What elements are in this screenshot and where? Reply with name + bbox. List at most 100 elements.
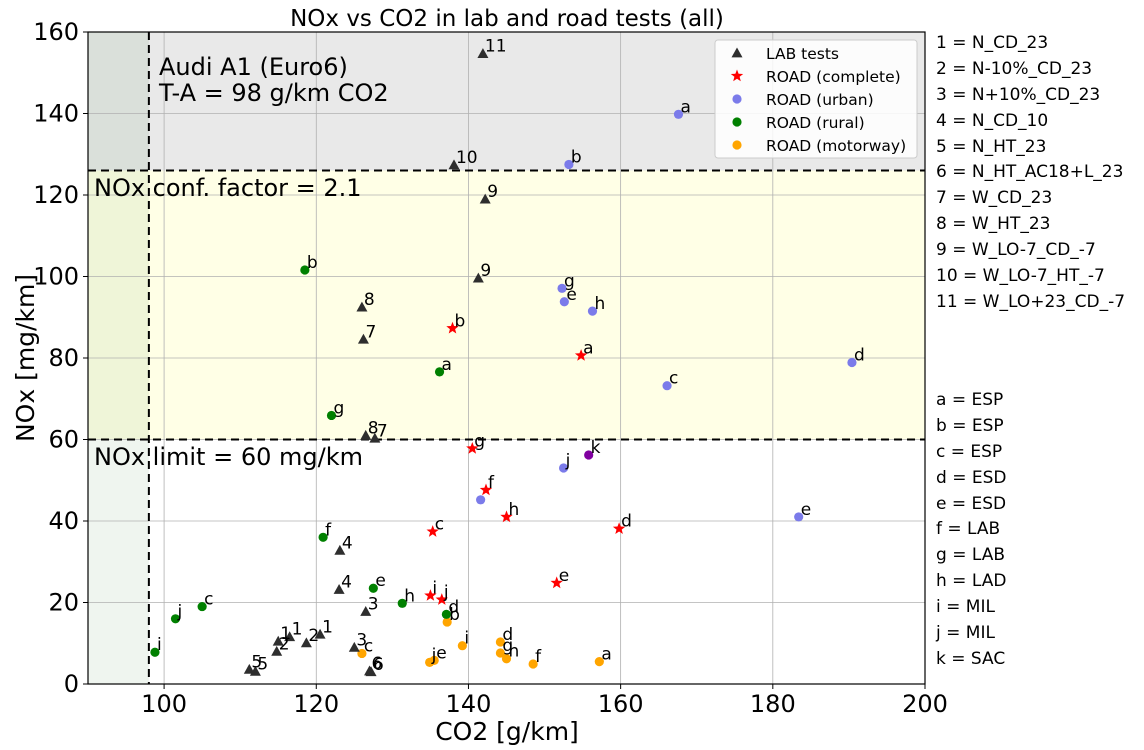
road-rural-point-label: j: [177, 602, 183, 622]
lab-tests-point-label: 1: [292, 620, 303, 640]
road-motorway-point: [495, 648, 506, 658]
legend-entry-label: ROAD (motorway): [766, 137, 906, 155]
road-rural-point: [434, 367, 445, 377]
route-code-item: a = ESP: [936, 390, 1004, 410]
lab-tests-point-label: 3: [368, 594, 379, 614]
x-tick-label: 100: [141, 690, 187, 718]
route-code-item: d = ESD: [936, 467, 1007, 488]
road-urban-point-label: h: [594, 294, 605, 314]
road-urban-point-label: e: [801, 500, 811, 520]
road-complete-point-label: b: [454, 311, 465, 331]
threshold-lines: [88, 32, 925, 684]
road-motorway-point: [429, 655, 439, 665]
legend-box: [714, 39, 918, 159]
road-rural-point: [150, 647, 160, 657]
y-axis-label: NOx [mg/km]: [11, 274, 40, 442]
lab-tests-point-label: 9: [487, 182, 498, 202]
lab-tests-point: [477, 48, 489, 58]
x-tick-label: 200: [902, 690, 948, 718]
vehicle-annotation-line1: Audi A1 (Euro6): [159, 53, 348, 81]
lab-tests-point-label: 1: [280, 624, 291, 644]
road-motorway-point: [528, 659, 538, 669]
road-urban-point-label: k: [591, 438, 601, 458]
road-complete-point: [466, 442, 479, 454]
conformity-factor-label: NOx conf. factor = 2.1: [94, 174, 362, 202]
route-code-item: h = LAD: [936, 571, 1007, 592]
test-code-item: 3 = N+10%_CD_23: [936, 84, 1101, 105]
road-motorway-point-label: f: [535, 647, 542, 667]
legend-marker: [731, 47, 743, 58]
road-rural-point-label: e: [375, 571, 385, 591]
x-tick-label: 140: [446, 690, 492, 718]
legend-entry-label: ROAD (urban): [766, 91, 874, 109]
legend-entry-label: ROAD (complete): [766, 68, 901, 86]
lab-tests-point: [357, 333, 369, 344]
road-urban-point: [794, 512, 804, 522]
road-urban-point: [587, 306, 598, 316]
road-rural-point: [197, 601, 207, 612]
lab-tests-point-label: 2: [308, 626, 319, 646]
road-complete-point: [446, 321, 459, 334]
road-motorway-point: [501, 654, 512, 664]
road-complete-point: [612, 522, 626, 534]
x-tick-label: 120: [293, 690, 339, 718]
road-rural-point: [300, 265, 310, 275]
nox-limit-label: NOx limit = 60 mg/km: [94, 443, 363, 471]
lab-tests-point-label: 2: [279, 634, 290, 654]
lab-tests-point-label: 6: [372, 654, 383, 674]
road-complete-point: [424, 589, 437, 601]
road-complete-point: [426, 525, 439, 537]
road-rural-point: [318, 532, 328, 542]
legend: LAB tests ROAD (complete) ROAD (urban) ROAD…: [714, 39, 918, 159]
road-complete-point: [435, 593, 448, 605]
road-complete-point: [500, 510, 513, 523]
data-points: [150, 48, 857, 677]
road-rural-point-label: b: [307, 253, 318, 273]
lab-tests-point: [243, 663, 255, 674]
road-urban-point-label: d: [854, 345, 865, 365]
route-code-item: j = MIL: [936, 623, 995, 644]
legend-entry-label: LAB tests: [766, 45, 839, 63]
vehicle-annotation-line2: T-A = 98 g/km CO2: [158, 79, 389, 107]
test-code-item: 10 = W_LO-7_HT_-7: [936, 266, 1105, 287]
lab-tests-point: [348, 641, 360, 652]
road-complete-point: [550, 576, 563, 589]
road-motorway-point: [594, 656, 604, 667]
lab-tests-point: [272, 635, 284, 646]
road-rural-point: [368, 583, 378, 593]
road-motorway-point-label: a: [601, 645, 611, 665]
road-rural-point-label: d: [448, 597, 459, 617]
route-code-item: k = SAC: [936, 648, 1006, 669]
road-urban-point: [584, 450, 594, 460]
road-urban-point: [476, 495, 486, 505]
legend-marker: [732, 140, 742, 150]
lab-tests-point: [284, 631, 296, 642]
x-tick-label: 180: [750, 690, 796, 718]
lab-tests-point: [314, 628, 326, 639]
road-urban-point: [557, 283, 567, 293]
road-rural-point-label: g: [333, 398, 344, 418]
road-urban-point-label: c: [669, 369, 678, 389]
legend-marker: [732, 117, 742, 127]
road-complete-point: [479, 483, 493, 496]
y-tick-label: 40: [48, 507, 79, 535]
road-urban-point-label: b: [571, 147, 582, 167]
x-axis-label: CO2 [g/km]: [435, 717, 579, 746]
road-motorway-point-label: h: [509, 642, 520, 662]
conformity-factor-band: [88, 170, 925, 440]
route-code-item: i = MIL: [936, 597, 995, 618]
y-tick-label: 100: [33, 263, 79, 291]
road-rural-point-label: a: [442, 355, 452, 375]
road-rural-point-label: i: [157, 635, 162, 655]
test-code-item: 9 = W_LO-7_CD_-7: [936, 240, 1096, 261]
y-tick-label: 20: [48, 589, 79, 617]
road-motorway-point-label: c: [364, 636, 373, 656]
road-motorway-point-label: i: [464, 629, 469, 649]
road-rural-point: [397, 598, 407, 608]
lab-tests-point: [479, 193, 491, 204]
road-urban-point: [847, 357, 857, 368]
road-complete-point-label: j: [443, 583, 449, 603]
y-tick-label: 0: [64, 670, 79, 698]
lab-tests-point-label: 3: [356, 630, 367, 650]
road-motorway-point: [457, 641, 467, 651]
